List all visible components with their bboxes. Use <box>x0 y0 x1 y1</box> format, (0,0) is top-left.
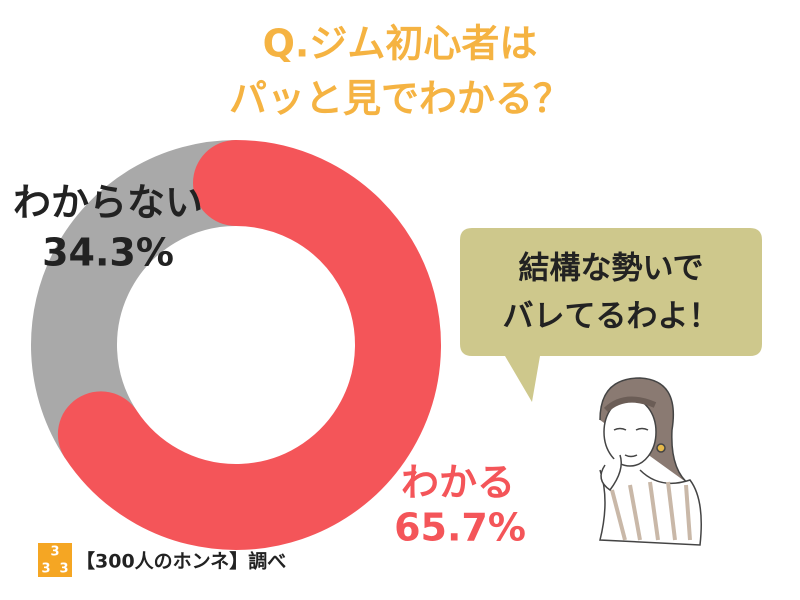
category-label: わかる <box>401 461 515 505</box>
logo-digit: 3 <box>41 562 50 577</box>
value-label: 65.7% <box>394 506 526 550</box>
logo-digit: 3 <box>50 545 59 560</box>
illustration <box>599 377 702 546</box>
annotation: 結構な勢いで <box>518 251 703 287</box>
logo <box>38 543 72 577</box>
bubble-shape <box>460 228 762 402</box>
source: 3 3 3 【300人のホンネ】調べ <box>38 543 286 577</box>
value-label: 34.3% <box>42 231 174 275</box>
donut <box>31 140 441 550</box>
chart-title: パッと見でわかる？ <box>229 77 571 121</box>
annotation: バレてるわよ！ <box>503 299 720 335</box>
chart-title: Q.ジム初心者は <box>263 22 538 66</box>
logo-digit: 3 <box>59 562 68 577</box>
source-text: 【300人のホンネ】調べ <box>76 550 286 573</box>
donut-segment <box>57 140 441 550</box>
donut-segment <box>31 140 238 459</box>
category-label: わからない <box>13 181 203 225</box>
speech-bubble: 結構な勢いで バレてるわよ！ <box>460 228 762 402</box>
